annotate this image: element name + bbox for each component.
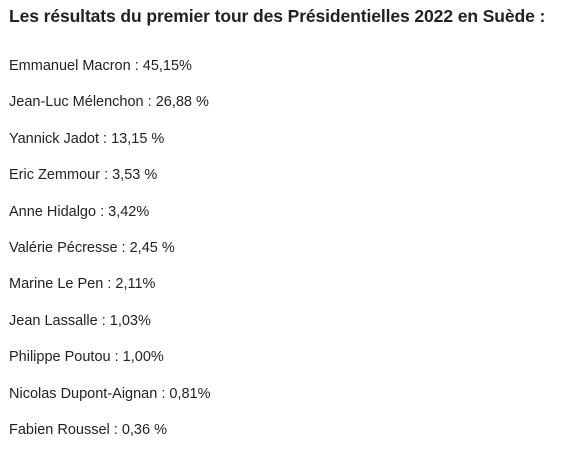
page-title: Les résultats du premier tour des Présid… [9, 6, 546, 26]
result-item-jadot: Yannick Jadot : 13,15 % [9, 130, 165, 147]
result-item-zemmour: Eric Zemmour : 3,53 % [9, 167, 158, 184]
result-item-poutou: Philippe Poutou : 1,00% [9, 349, 164, 366]
result-item-dupont-aignan: Nicolas Dupont-Aignan : 0,81% [9, 385, 211, 402]
result-item-lassalle: Jean Lassalle : 1,03% [9, 312, 151, 329]
results-list: Emmanuel Macron : 45,15% Jean-Luc Mélenc… [9, 57, 211, 457]
result-item-melenchon: Jean-Luc Mélenchon : 26,88 % [9, 94, 209, 111]
result-item-hidalgo: Anne Hidalgo : 3,42% [9, 203, 150, 220]
result-item-roussel: Fabien Roussel : 0,36 % [9, 421, 167, 438]
result-item-pecresse: Valérie Pécresse : 2,45 % [9, 239, 175, 256]
result-item-macron: Emmanuel Macron : 45,15% [9, 58, 192, 74]
result-item-le-pen: Marine Le Pen : 2,11% [9, 276, 156, 293]
